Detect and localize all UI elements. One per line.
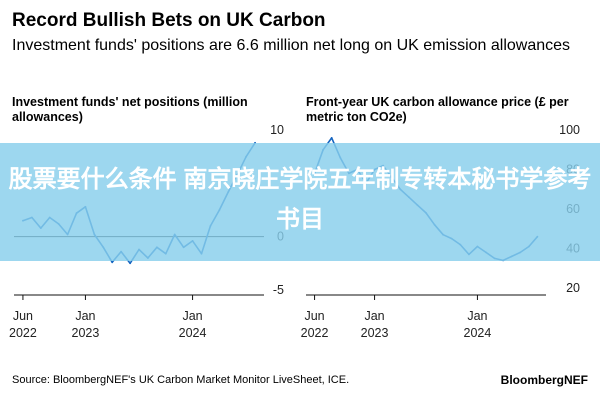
x-tick-label: 2023 — [361, 326, 389, 340]
x-tick-label: 2024 — [179, 326, 207, 340]
x-tick-label: Jun — [13, 309, 33, 323]
data-point — [111, 261, 114, 264]
x-tick-label: 2022 — [9, 326, 37, 340]
x-tick-label: Jan — [75, 309, 95, 323]
chart-title: Record Bullish Bets on UK Carbon — [12, 10, 326, 31]
overlay-text: 股票要什么条件 南京晓庄学院五年制专转本秘书学参考书目 — [8, 166, 592, 233]
data-point — [129, 262, 132, 265]
overlay-banner: 股票要什么条件 南京晓庄学院五年制专转本秘书学参考书目 — [0, 143, 600, 261]
y-tick-label: 10 — [270, 123, 284, 137]
right-panel-title: Front-year UK carbon allowance price (£ … — [306, 95, 569, 124]
y-tick-label: 100 — [559, 123, 580, 137]
x-tick-label: 2023 — [72, 326, 100, 340]
brand-logo: BloombergNEF — [500, 373, 588, 387]
data-point — [330, 137, 333, 139]
y-tick-label: 20 — [566, 281, 580, 295]
source-note: Source: BloombergNEF's UK Carbon Market … — [12, 374, 350, 386]
y-tick-label: -5 — [273, 283, 284, 297]
chart-subtitle: Investment funds' positions are 6.6 mill… — [12, 37, 571, 54]
x-tick-label: Jan — [467, 309, 487, 323]
left-panel-title: Investment funds' net positions (million… — [12, 95, 248, 124]
x-tick-label: 2024 — [464, 326, 492, 340]
x-tick-label: 2022 — [301, 326, 329, 340]
x-tick-label: Jan — [364, 309, 384, 323]
x-tick-label: Jan — [182, 309, 202, 323]
x-tick-label: Jun — [304, 309, 324, 323]
